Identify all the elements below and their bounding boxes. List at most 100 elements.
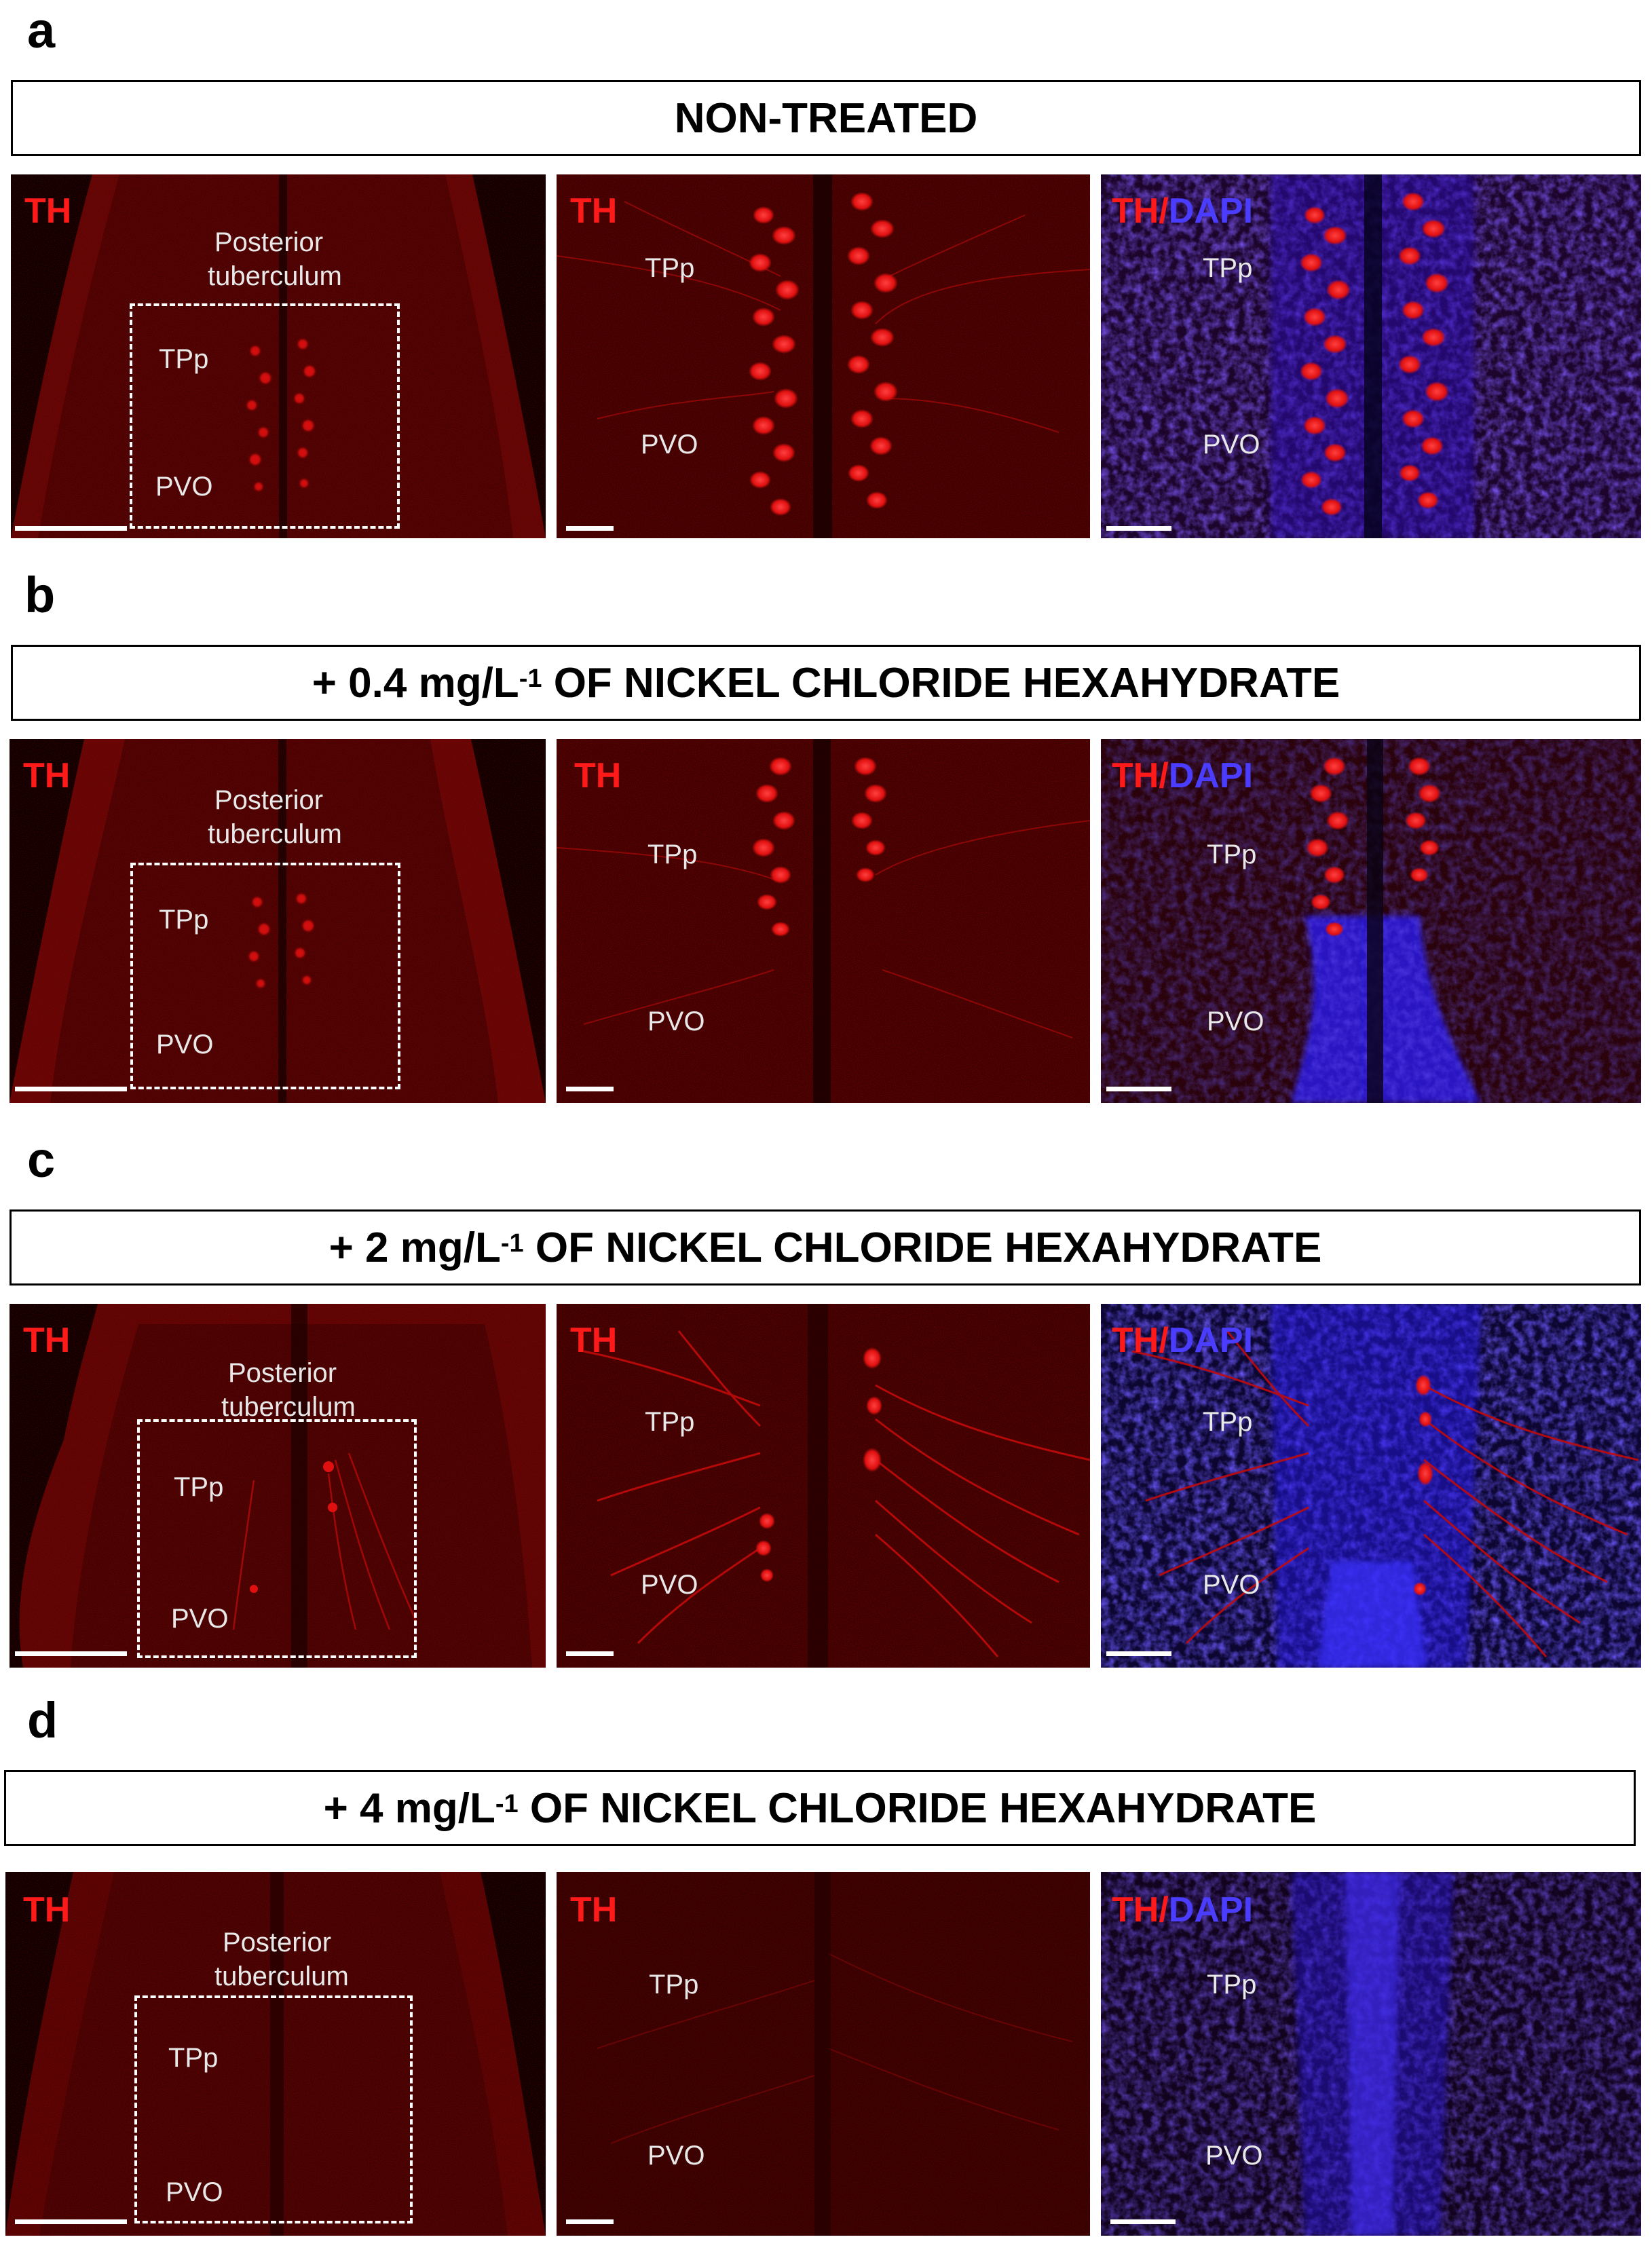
channel-label-th: TH: [570, 1321, 618, 1360]
region-of-interest-box: [137, 1419, 417, 1658]
label-tpp: TPp: [1207, 840, 1257, 869]
scale-bar: [566, 1087, 614, 1091]
condition-title-before: + 2 mg/L: [328, 1224, 501, 1271]
label-pvo: PVO: [647, 1007, 705, 1036]
condition-title-superscript: -1: [500, 1228, 524, 1258]
label-posterior-line1: Posterior: [228, 1358, 337, 1388]
label-tpp: TPp: [647, 840, 698, 869]
label-pvo: PVO: [1205, 2141, 1263, 2171]
overview-image: TH Posterior tuberculum TPp PVO: [11, 174, 546, 538]
label-posterior-line1: Posterior: [214, 785, 324, 815]
section-b: b + 0.4 mg/L -1 OF NICKEL CHLORIDE HEXAHY…: [0, 565, 1652, 1128]
slash-text: /: [1159, 1890, 1169, 1930]
channel-label-th-dapi: TH/DAPI: [1112, 758, 1253, 793]
dapi-text: DAPI: [1168, 191, 1254, 231]
label-tpp: TPp: [159, 344, 209, 374]
condition-title-superscript: -1: [495, 1789, 519, 1818]
label-pvo: PVO: [1203, 430, 1260, 459]
label-pvo: PVO: [1207, 1007, 1264, 1036]
merge-image: TH/DAPI TPp PVO: [1101, 174, 1641, 538]
slash-text: /: [1159, 1321, 1169, 1360]
region-of-interest-box: [130, 863, 400, 1089]
scale-bar: [566, 526, 614, 531]
condition-banner: + 0.4 mg/L -1 OF NICKEL CHLORIDE HEXAHYDR…: [11, 645, 1641, 721]
label-tpp: TPp: [168, 2043, 219, 2073]
channel-label-th: TH: [574, 756, 622, 795]
section-a: a NON-TREATED TH Posterior tuberculum TP…: [0, 0, 1652, 563]
condition-title-superscript: -1: [519, 664, 542, 693]
scale-bar: [1106, 526, 1171, 531]
overview-image: TH Posterior tuberculum TPp PVO: [10, 739, 546, 1103]
slash-text: /: [1159, 191, 1169, 231]
region-of-interest-box: [134, 1995, 413, 2223]
th-text: TH: [1112, 1890, 1159, 1930]
condition-title-before: + 4 mg/L: [323, 1784, 495, 1832]
label-pvo: PVO: [166, 2177, 223, 2207]
label-tpp: TPp: [649, 1970, 699, 2000]
label-tpp: TPp: [1203, 1407, 1253, 1437]
label-posterior-line2: tuberculum: [214, 1962, 349, 1991]
condition-title-after: OF NICKEL CHLORIDE HEXAHYDRATE: [542, 659, 1340, 707]
label-tpp: TPp: [174, 1472, 224, 1502]
channel-label-th: TH: [23, 1321, 71, 1360]
scale-bar: [1110, 2219, 1176, 2224]
th-text: TH: [1112, 756, 1159, 795]
condition-banner: + 4 mg/L -1 OF NICKEL CHLORIDE HEXAHYDRAT…: [4, 1770, 1636, 1846]
scale-bar: [15, 2219, 127, 2224]
overview-image: TH Posterior tuberculum TPp PVO: [5, 1872, 546, 2236]
label-posterior-line1: Posterior: [214, 227, 324, 257]
panel-letter: a: [27, 2, 56, 58]
section-c: c + 2 mg/L -1 OF NICKEL CHLORIDE HEXAHYDR…: [0, 1129, 1652, 1693]
label-posterior-line2: tuberculum: [208, 261, 342, 291]
scale-bar: [15, 1651, 127, 1656]
section-d: d + 4 mg/L -1 OF NICKEL CHLORIDE HEXAHYDR…: [0, 1689, 1652, 2252]
label-pvo: PVO: [1203, 1570, 1260, 1600]
th-zoom-image: TH TPp PVO: [557, 1304, 1090, 1668]
th-text: TH: [1112, 191, 1159, 231]
label-pvo: PVO: [171, 1604, 229, 1634]
panel-letter: d: [27, 1692, 58, 1748]
channel-label-th: TH: [570, 1890, 618, 1930]
label-posterior-line2: tuberculum: [208, 819, 342, 849]
dapi-text: DAPI: [1168, 1890, 1254, 1930]
th-zoom-image: TH TPp PVO: [557, 739, 1090, 1103]
scale-bar: [566, 1651, 614, 1656]
slash-text: /: [1159, 756, 1169, 795]
label-pvo: PVO: [156, 1030, 214, 1059]
merge-image: TH/DAPI TPp PVO: [1101, 1872, 1641, 2236]
dapi-text: DAPI: [1168, 756, 1254, 795]
label-tpp: TPp: [159, 905, 209, 935]
condition-title-after: OF NICKEL CHLORIDE HEXAHYDRATE: [523, 1224, 1322, 1271]
channel-label-th-dapi: TH/DAPI: [1112, 1892, 1253, 1928]
channel-label-th-dapi: TH/DAPI: [1112, 193, 1253, 229]
th-zoom-image: TH TPp PVO: [557, 1872, 1090, 2236]
region-of-interest-box: [130, 303, 400, 529]
scale-bar: [15, 526, 127, 531]
merge-image: TH/DAPI TPp PVO: [1101, 1304, 1641, 1668]
condition-banner: NON-TREATED: [11, 80, 1641, 156]
dapi-text: DAPI: [1168, 1321, 1254, 1360]
label-pvo: PVO: [155, 472, 213, 502]
label-tpp: TPp: [1203, 253, 1253, 283]
channel-label-th: TH: [570, 191, 618, 231]
label-tpp: TPp: [645, 1407, 695, 1437]
overview-image: TH Posterior tuberculum TPp PVO: [10, 1304, 546, 1668]
label-tpp: TPp: [1207, 1970, 1257, 2000]
panel-letter: c: [27, 1131, 56, 1188]
label-pvo: PVO: [647, 2141, 705, 2171]
condition-banner: + 2 mg/L -1 OF NICKEL CHLORIDE HEXAHYDRAT…: [10, 1209, 1641, 1285]
condition-title-after: OF NICKEL CHLORIDE HEXAHYDRATE: [518, 1784, 1317, 1832]
channel-label-th: TH: [23, 1890, 71, 1930]
label-tpp: TPp: [645, 253, 695, 283]
panel-letter: b: [24, 567, 56, 623]
scale-bar: [1106, 1651, 1171, 1656]
th-text: TH: [1112, 1321, 1159, 1360]
condition-title-before: + 0.4 mg/L: [312, 659, 519, 707]
channel-label-th: TH: [23, 756, 71, 795]
condition-title: NON-TREATED: [674, 94, 978, 142]
label-posterior-line1: Posterior: [223, 1928, 332, 1957]
label-posterior-line2: tuberculum: [221, 1392, 356, 1422]
channel-label-th: TH: [24, 191, 72, 231]
scale-bar: [15, 1087, 127, 1091]
merge-image: TH/DAPI TPp PVO: [1101, 739, 1641, 1103]
